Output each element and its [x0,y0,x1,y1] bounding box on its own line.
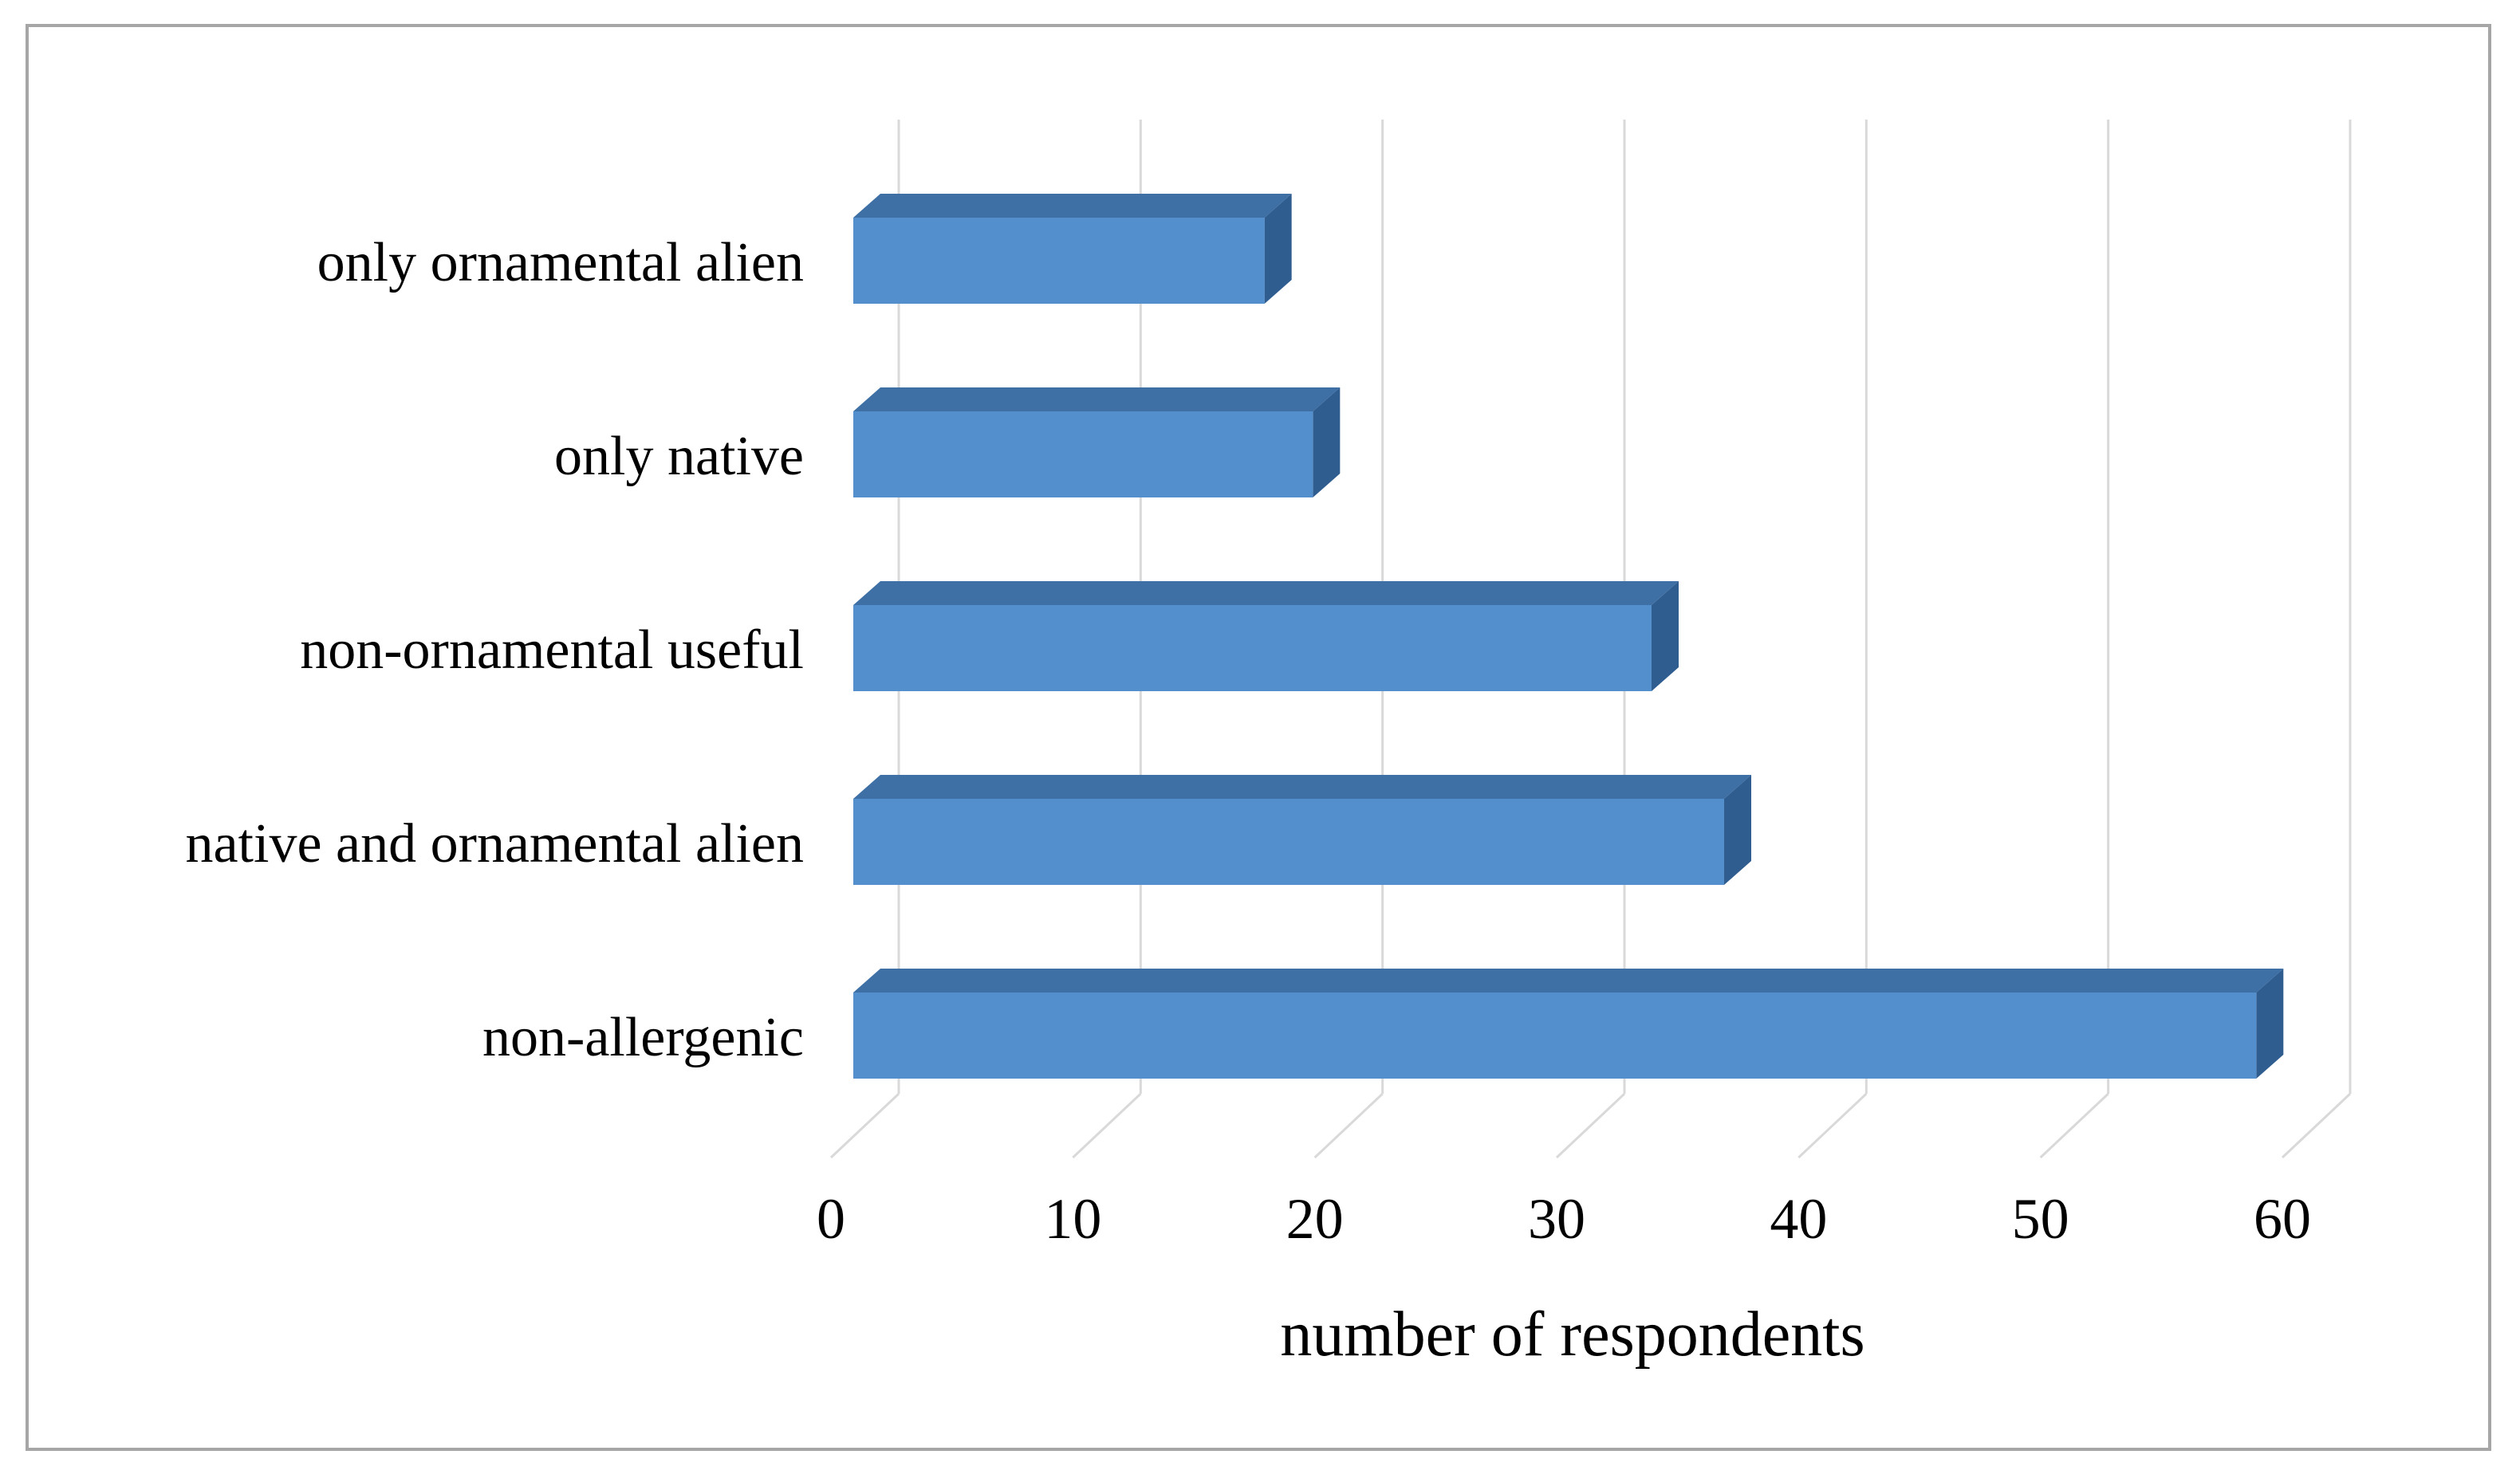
x-tick-label-30: 30 [1528,1187,1585,1251]
bar-front-face [853,218,1265,304]
bar-front-face [853,411,1313,497]
category-label-non-allergenic: non-allergenic [482,1007,804,1068]
bar-top-face [853,581,1679,605]
x-tick-label-60: 60 [2254,1187,2311,1251]
bars-group [853,194,2284,1079]
axis-tick-connector-30 [1555,1092,1626,1159]
category-label-only-ornamental-alien: only ornamental alien [317,232,804,293]
axis-tick-connector-0 [829,1092,900,1159]
bar-top-face [853,969,2284,993]
bar-front-face [853,993,2257,1079]
bar-side-face [1723,775,1751,885]
bar-side-face [1651,581,1679,691]
category-label-only-native: only native [554,426,804,487]
bar-only-native [853,387,1341,497]
bar-side-face [1313,387,1341,497]
bar-top-face [853,194,1292,218]
labels-group: 0 10 20 30 40 50 60 only ornamental alien only n… [185,232,2310,1251]
bar-front-face [853,799,1724,885]
bar-non-ornamental-useful [853,581,1679,691]
axis-tick-connector-50 [2039,1092,2109,1159]
axis-tick-connector-10 [1072,1092,1142,1159]
bar-only-ornamental-alien [853,194,1292,304]
x-axis-title: number of respondents [1280,1299,1864,1370]
x-tick-label-0: 0 [817,1187,845,1251]
bar-front-face [853,605,1652,691]
bar-side-face [2256,969,2284,1079]
bar-side-face [1264,194,1292,304]
category-label-non-ornamental-useful: non-ornamental useful [300,619,804,681]
category-label-native-and-ornamental-alien: native and ornamental alien [185,813,804,875]
x-tick-label-20: 20 [1286,1187,1344,1251]
x-tick-label-40: 40 [1770,1187,1827,1251]
axis-tick-connector-20 [1313,1092,1384,1159]
bar-non-allergenic [853,969,2284,1079]
axis-tick-connector-60 [2281,1092,2352,1159]
x-tick-label-50: 50 [2012,1187,2069,1251]
axis-tick-connector-40 [1797,1092,1868,1159]
bar-native-and-ornamental-alien [853,775,1751,885]
x-tick-label-10: 10 [1044,1187,1101,1251]
bar-top-face [853,775,1751,799]
bar-top-face [853,387,1341,411]
